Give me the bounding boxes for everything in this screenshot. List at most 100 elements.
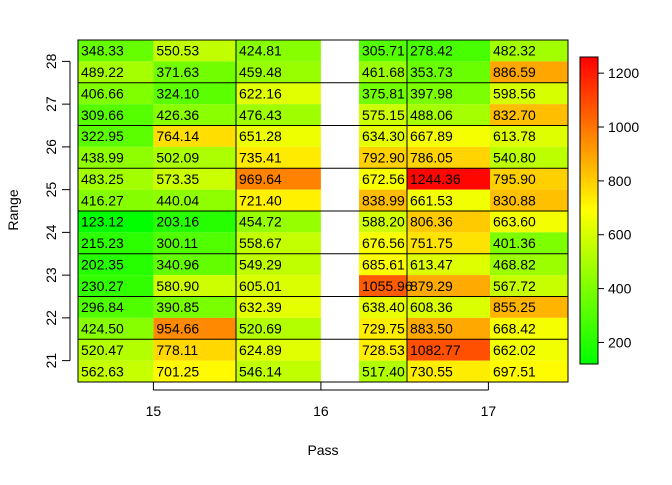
cell-value-label: 348.33	[81, 43, 124, 59]
heatmap-cell	[490, 189, 568, 211]
heatmap-cell	[490, 317, 568, 340]
heatmap-cell	[236, 317, 321, 340]
cell-value-label: 685.61	[362, 256, 405, 272]
heatmap-cell	[153, 232, 236, 254]
cell-value-label: 751.75	[410, 235, 453, 251]
heatmap-cell	[490, 232, 568, 254]
cell-value-label: 416.27	[81, 192, 124, 208]
color-legend-bar	[579, 56, 599, 365]
cell-value-label: 728.53	[362, 342, 405, 358]
heatmap-cell	[78, 189, 154, 211]
cell-value-label: 613.47	[410, 256, 453, 272]
cell-value-label: 546.14	[239, 363, 282, 379]
y-tick-label: 25	[43, 182, 59, 198]
cell-value-label: 622.16	[239, 85, 282, 101]
heatmap-cell	[78, 275, 154, 297]
y-tick-label: 24	[43, 224, 59, 240]
cell-value-label: 476.43	[239, 107, 282, 123]
cell-value-label: 459.48	[239, 64, 282, 80]
color-legend-ticks: 200 400 600 800 1000 1200	[598, 65, 639, 350]
heatmap-cell	[490, 40, 568, 62]
cell-value-label: 438.99	[81, 150, 124, 166]
cell-value-label: 482.32	[493, 43, 536, 59]
cell-value-label: 662.02	[493, 342, 536, 358]
cell-value-label: 855.25	[493, 299, 536, 315]
cell-value-label: 520.47	[81, 342, 124, 358]
heatmap-cell	[407, 61, 490, 83]
heatmap-cell	[359, 40, 407, 62]
cell-value-label: 764.14	[156, 128, 199, 144]
cell-value-label: 792.90	[362, 150, 405, 166]
cell-value-label: 676.56	[362, 235, 405, 251]
heatmap-cell	[407, 232, 490, 254]
heatmap-cell	[78, 168, 154, 190]
heatmap-cell	[78, 82, 154, 105]
heatmap-cell	[490, 168, 568, 190]
cell-value-label: 735.41	[239, 150, 282, 166]
heatmap-cell	[78, 253, 154, 276]
y-tick-label: 27	[43, 96, 59, 112]
heatmap-cell	[236, 296, 321, 318]
cell-value-label: 390.85	[156, 299, 199, 315]
plot-frame	[77, 39, 569, 383]
cell-value-label: 300.11	[156, 235, 198, 251]
x-axis: 15 16 17	[146, 382, 497, 419]
cell-value-label: 651.28	[239, 128, 282, 144]
cell-value-label: 305.71	[362, 43, 405, 59]
cell-value-label: 1244.36	[410, 171, 461, 187]
heatmap-cell	[490, 104, 568, 126]
cell-value-label: 969.64	[239, 171, 282, 187]
heatmap-cell	[359, 82, 407, 105]
heatmap-cell	[153, 360, 236, 382]
heatmap-cell	[236, 189, 321, 211]
cell-value-label: 806.36	[410, 214, 453, 230]
cell-value-label: 661.53	[410, 192, 453, 208]
cell-value-label: 613.78	[493, 128, 536, 144]
cell-value-label: 588.20	[362, 214, 405, 230]
cell-value-label: 549.29	[239, 256, 282, 272]
x-tick-label: 15	[146, 403, 162, 419]
cell-value-label: 401.36	[493, 235, 536, 251]
cell-value-label: 624.89	[239, 342, 282, 358]
x-tick-label: 17	[481, 403, 497, 419]
cell-value-label: 558.67	[239, 235, 282, 251]
heatmap-cell	[359, 104, 407, 126]
heatmap-cell	[407, 40, 490, 62]
cell-value-label: 830.88	[493, 192, 536, 208]
heatmap-cell	[490, 360, 568, 382]
y-tick-label: 23	[43, 267, 59, 283]
heatmap-cell	[153, 296, 236, 318]
heatmap-cell	[78, 61, 154, 83]
cell-value-label: 954.66	[156, 321, 199, 337]
cell-value-label: 786.05	[410, 150, 453, 166]
cell-value-label: 468.82	[493, 256, 536, 272]
cell-value-label: 667.89	[410, 128, 453, 144]
cell-value-label: 424.81	[239, 43, 282, 59]
heatmap-cell	[153, 168, 236, 190]
cell-value-label: 517.40	[362, 363, 405, 379]
heatmap-cell	[490, 211, 568, 233]
cell-value-label: 567.72	[493, 278, 536, 294]
cell-value-label: 483.25	[81, 171, 124, 187]
heatmap-cell	[78, 125, 154, 147]
cell-value-label: 426.36	[156, 107, 199, 123]
heatmap-cell	[359, 146, 407, 169]
cell-value-label: 701.25	[156, 363, 199, 379]
heatmap-cell	[153, 253, 236, 276]
y-tick-label: 22	[43, 310, 59, 326]
heatmap-cell	[359, 360, 407, 382]
cell-value-label: 668.42	[493, 321, 536, 337]
legend-tick-label: 200	[608, 334, 632, 350]
heatmap-cell	[490, 82, 568, 105]
x-tick-label: 16	[313, 403, 329, 419]
heatmap-cell	[490, 296, 568, 318]
heatmap-cell-labels: 348.33 550.53 424.81 305.71 278.42 482.32 489.…	[81, 43, 536, 380]
y-axis-title: Range	[5, 189, 21, 230]
cell-value-label: 203.16	[156, 214, 199, 230]
heatmap-cell	[78, 296, 154, 318]
legend-tick-label: 400	[608, 281, 632, 297]
cell-value-label: 454.72	[239, 214, 282, 230]
cell-value-label: 540.80	[493, 150, 536, 166]
cell-value-label: 1082.77	[410, 342, 461, 358]
heatmap-cell	[78, 104, 154, 126]
